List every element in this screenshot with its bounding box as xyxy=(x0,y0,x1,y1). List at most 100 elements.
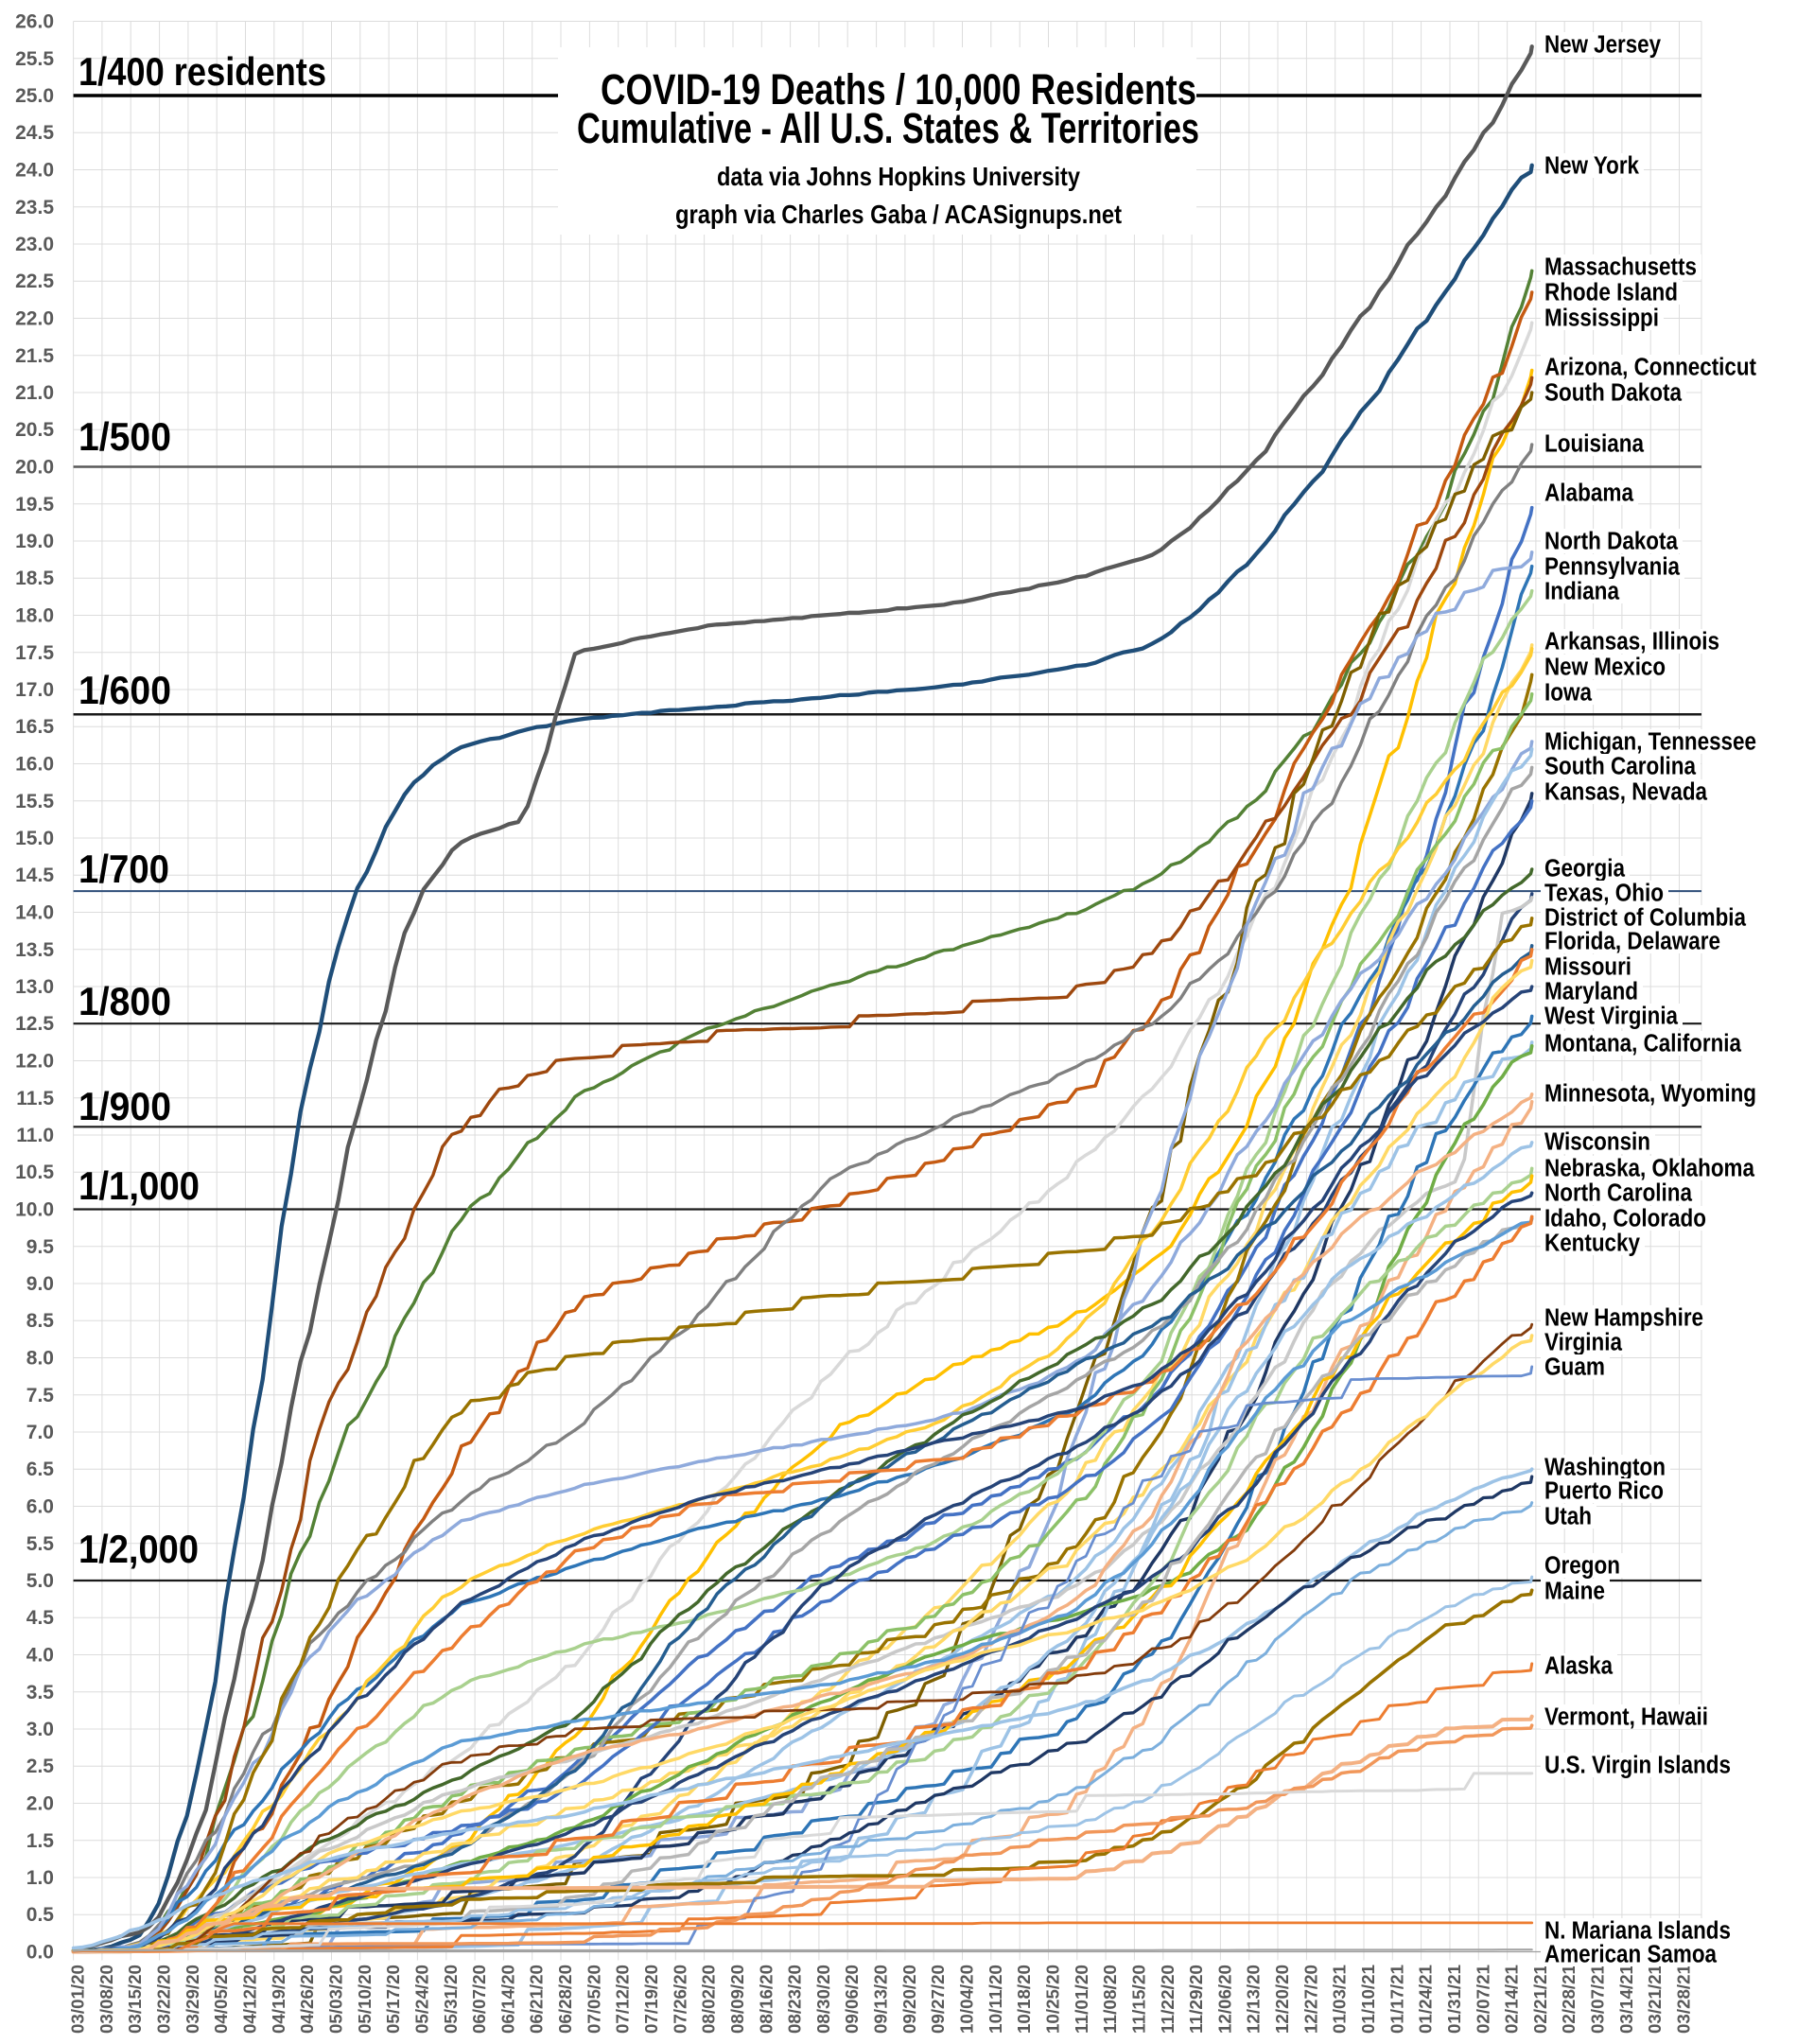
svg-text:8.0: 8.0 xyxy=(26,1348,54,1370)
svg-text:South Dakota: South Dakota xyxy=(1544,380,1683,407)
svg-text:04/12/20: 04/12/20 xyxy=(240,1965,260,2034)
svg-text:Nebraska, Oklahoma: Nebraska, Oklahoma xyxy=(1544,1156,1755,1182)
svg-text:Arkansas, Illinois: Arkansas, Illinois xyxy=(1544,629,1719,655)
svg-text:05/24/20: 05/24/20 xyxy=(411,1965,431,2034)
svg-text:18.5: 18.5 xyxy=(15,568,54,589)
svg-text:06/28/20: 06/28/20 xyxy=(555,1965,575,2034)
svg-text:22.5: 22.5 xyxy=(15,271,54,292)
svg-text:Texas, Ohio: Texas, Ohio xyxy=(1544,881,1664,907)
svg-text:12/13/20: 12/13/20 xyxy=(1244,1965,1264,2034)
svg-text:American Samoa: American Samoa xyxy=(1544,1942,1718,1968)
svg-text:25.5: 25.5 xyxy=(15,48,54,70)
svg-text:U.S. Virgin Islands: U.S. Virgin Islands xyxy=(1544,1753,1731,1779)
svg-text:0.5: 0.5 xyxy=(26,1904,55,1926)
svg-text:05/17/20: 05/17/20 xyxy=(383,1965,403,2034)
svg-text:23.5: 23.5 xyxy=(15,197,54,218)
svg-text:10.0: 10.0 xyxy=(15,1199,54,1221)
svg-text:04/19/20: 04/19/20 xyxy=(269,1965,288,2034)
svg-text:06/21/20: 06/21/20 xyxy=(527,1965,547,2034)
svg-text:6.5: 6.5 xyxy=(26,1459,55,1480)
svg-text:01/17/21: 01/17/21 xyxy=(1387,1965,1406,2034)
svg-text:06/07/20: 06/07/20 xyxy=(469,1965,489,2034)
svg-text:1/2,000: 1/2,000 xyxy=(79,1527,199,1571)
svg-text:17.5: 17.5 xyxy=(15,642,54,664)
svg-text:21.0: 21.0 xyxy=(15,382,54,404)
svg-text:08/02/20: 08/02/20 xyxy=(699,1965,719,2034)
svg-text:1/900: 1/900 xyxy=(79,1084,171,1128)
svg-text:16.5: 16.5 xyxy=(15,716,54,738)
svg-text:07/12/20: 07/12/20 xyxy=(613,1965,633,2034)
svg-text:11/29/20: 11/29/20 xyxy=(1186,1965,1206,2034)
svg-text:2.0: 2.0 xyxy=(26,1793,54,1815)
svg-text:Wisconsin: Wisconsin xyxy=(1544,1129,1650,1156)
svg-text:West Virginia: West Virginia xyxy=(1544,1004,1679,1030)
svg-text:Rhode Island: Rhode Island xyxy=(1544,280,1678,306)
svg-text:07/26/20: 07/26/20 xyxy=(670,1965,689,2034)
svg-text:12.5: 12.5 xyxy=(15,1013,54,1035)
svg-text:01/10/21: 01/10/21 xyxy=(1358,1965,1378,2034)
svg-text:01/24/21: 01/24/21 xyxy=(1416,1965,1436,2034)
svg-text:Puerto Rico: Puerto Rico xyxy=(1544,1478,1664,1505)
svg-text:07/05/20: 07/05/20 xyxy=(584,1965,603,2034)
svg-text:02/14/21: 02/14/21 xyxy=(1502,1965,1522,2034)
svg-text:08/23/20: 08/23/20 xyxy=(785,1965,805,2034)
svg-text:10/18/20: 10/18/20 xyxy=(1014,1965,1034,2034)
svg-text:Oregon: Oregon xyxy=(1544,1553,1620,1580)
svg-text:New York: New York xyxy=(1544,153,1640,180)
svg-text:02/21/21: 02/21/21 xyxy=(1530,1965,1550,2034)
svg-text:07/19/20: 07/19/20 xyxy=(641,1965,661,2034)
svg-text:23.0: 23.0 xyxy=(15,234,54,255)
svg-text:03/28/21: 03/28/21 xyxy=(1674,1965,1694,2034)
svg-text:18.0: 18.0 xyxy=(15,605,54,627)
svg-text:22.0: 22.0 xyxy=(15,308,54,330)
svg-text:15.0: 15.0 xyxy=(15,828,54,849)
svg-text:11/22/20: 11/22/20 xyxy=(1158,1965,1178,2034)
svg-text:Kansas, Nevada: Kansas, Nevada xyxy=(1544,779,1708,806)
svg-text:19.5: 19.5 xyxy=(15,494,54,515)
svg-text:1/600: 1/600 xyxy=(79,668,171,712)
svg-text:N. Mariana Islands: N. Mariana Islands xyxy=(1544,1918,1731,1945)
svg-text:Indiana: Indiana xyxy=(1544,579,1620,605)
svg-text:3.0: 3.0 xyxy=(26,1719,54,1740)
svg-text:16.0: 16.0 xyxy=(15,754,54,776)
svg-text:Cumulative - All U.S. States &: Cumulative - All U.S. States & Territori… xyxy=(577,104,1199,152)
svg-text:14.0: 14.0 xyxy=(15,902,54,924)
svg-text:Missouri: Missouri xyxy=(1544,954,1631,981)
svg-text:COVID-19 Deaths / 10,000 Resid: COVID-19 Deaths / 10,000 Residents xyxy=(601,65,1196,114)
svg-text:5.0: 5.0 xyxy=(26,1570,54,1592)
svg-text:9.5: 9.5 xyxy=(26,1236,55,1258)
svg-text:Mississippi: Mississippi xyxy=(1544,306,1659,332)
svg-text:6.0: 6.0 xyxy=(26,1496,54,1518)
svg-text:4.0: 4.0 xyxy=(26,1645,54,1667)
svg-text:04/05/20: 04/05/20 xyxy=(211,1965,231,2034)
svg-text:09/13/20: 09/13/20 xyxy=(871,1965,891,2034)
svg-text:New Mexico: New Mexico xyxy=(1544,655,1666,681)
svg-text:8.5: 8.5 xyxy=(26,1310,55,1332)
svg-text:03/21/21: 03/21/21 xyxy=(1645,1965,1665,2034)
svg-text:graph via Charles Gaba / ACASi: graph via Charles Gaba / ACASignups.net xyxy=(675,200,1122,229)
svg-text:11/08/20: 11/08/20 xyxy=(1100,1965,1120,2034)
svg-text:12.0: 12.0 xyxy=(15,1051,54,1073)
svg-text:New Jersey: New Jersey xyxy=(1544,32,1662,59)
svg-text:Georgia: Georgia xyxy=(1544,856,1626,882)
svg-text:24.0: 24.0 xyxy=(15,160,54,182)
svg-text:11/01/20: 11/01/20 xyxy=(1072,1965,1091,2034)
svg-text:13.0: 13.0 xyxy=(15,976,54,998)
svg-text:Alaska: Alaska xyxy=(1544,1653,1614,1680)
svg-text:4.5: 4.5 xyxy=(26,1607,55,1629)
svg-text:11.0: 11.0 xyxy=(16,1125,54,1146)
svg-text:26.0: 26.0 xyxy=(15,11,54,33)
svg-text:New Hampshire: New Hampshire xyxy=(1544,1305,1703,1332)
svg-text:9.0: 9.0 xyxy=(26,1273,54,1295)
svg-text:Virginia: Virginia xyxy=(1544,1330,1623,1356)
svg-text:Iowa: Iowa xyxy=(1544,680,1593,707)
svg-text:12/27/20: 12/27/20 xyxy=(1300,1965,1320,2034)
svg-text:09/20/20: 09/20/20 xyxy=(899,1965,919,2034)
svg-text:Vermont, Hawaii: Vermont, Hawaii xyxy=(1544,1704,1708,1731)
svg-text:24.5: 24.5 xyxy=(15,122,54,144)
svg-text:1/1,000: 1/1,000 xyxy=(79,1163,200,1208)
svg-text:Minnesota, Wyoming: Minnesota, Wyoming xyxy=(1544,1081,1756,1108)
svg-text:05/10/20: 05/10/20 xyxy=(355,1965,375,2034)
svg-text:Maine: Maine xyxy=(1544,1579,1605,1605)
svg-text:1.5: 1.5 xyxy=(26,1830,55,1852)
